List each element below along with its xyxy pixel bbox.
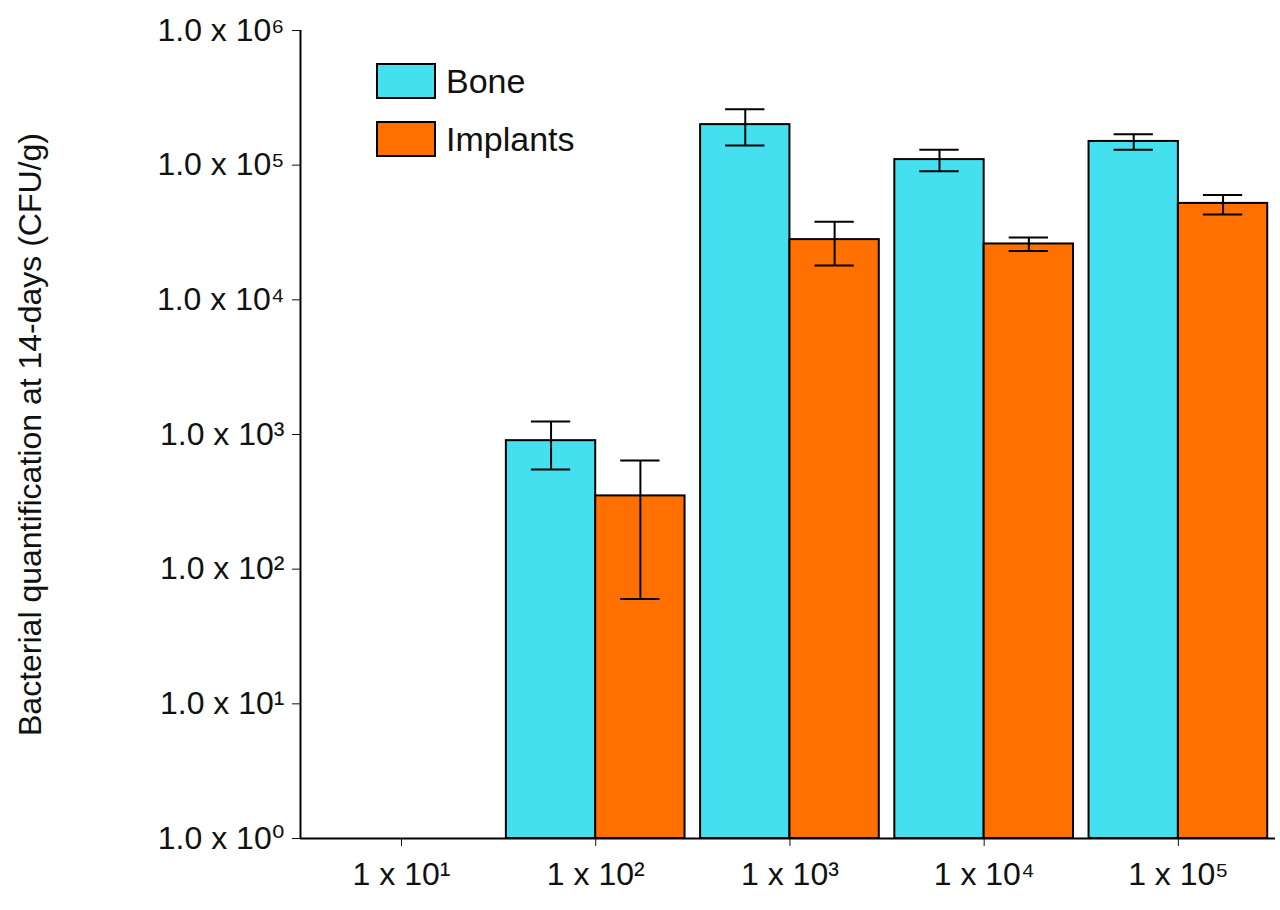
svg-text:1.0 x 10⁵: 1.0 x 10⁵	[157, 146, 284, 182]
svg-text:1 x 10¹: 1 x 10¹	[353, 856, 451, 892]
svg-text:1 x 10⁵: 1 x 10⁵	[1128, 856, 1228, 892]
svg-text:1 x 10⁴: 1 x 10⁴	[934, 856, 1035, 892]
svg-text:1.0 x 10²: 1.0 x 10²	[160, 550, 285, 586]
svg-text:1.0 x 10⁴: 1.0 x 10⁴	[157, 281, 285, 317]
svg-text:1.0 x 10⁰: 1.0 x 10⁰	[158, 820, 285, 856]
svg-text:1 x 10²: 1 x 10²	[547, 856, 645, 892]
html-text:Bone: Bone	[446, 61, 526, 100]
svg-text:1.0 x 10⁶: 1.0 x 10⁶	[157, 12, 284, 48]
svg-text:1.0 x 10¹: 1.0 x 10¹	[160, 685, 285, 721]
html-text:Implants: Implants	[446, 119, 575, 158]
svg-text:1.0 x 10³: 1.0 x 10³	[160, 416, 285, 452]
svg-text:1 x 10³: 1 x 10³	[741, 856, 839, 892]
svg-text:Bacterial quantification at 14: Bacterial quantification at 14-days (CFU…	[12, 133, 48, 736]
